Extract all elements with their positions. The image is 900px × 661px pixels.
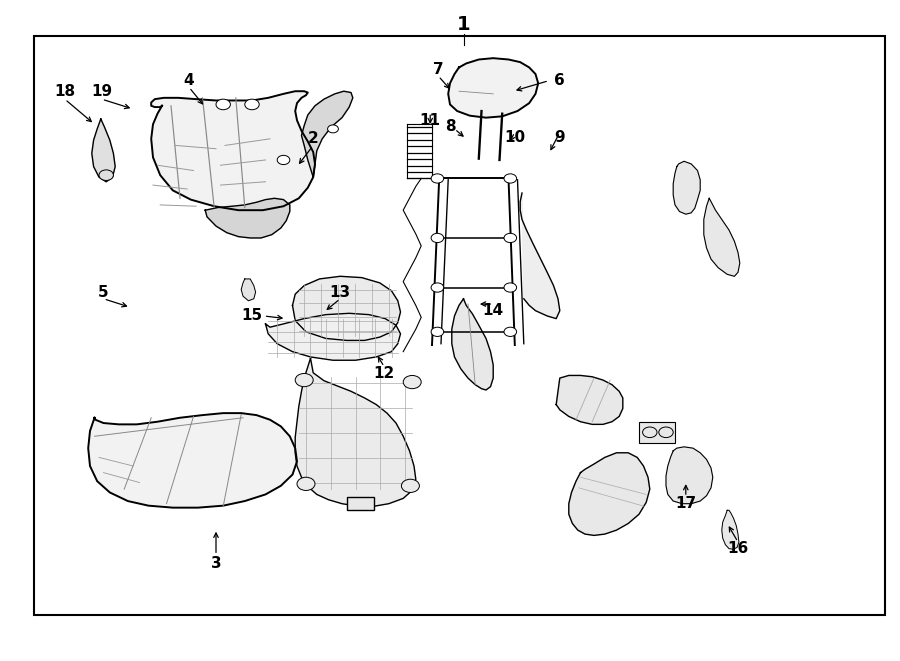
Text: 8: 8 (445, 120, 455, 134)
Polygon shape (704, 198, 740, 276)
Circle shape (431, 327, 444, 336)
Polygon shape (673, 161, 700, 214)
Polygon shape (292, 276, 400, 340)
Polygon shape (241, 279, 256, 301)
Polygon shape (302, 91, 353, 177)
Text: 19: 19 (91, 84, 112, 98)
Circle shape (99, 170, 113, 180)
Polygon shape (88, 413, 297, 508)
Circle shape (504, 174, 517, 183)
Text: 12: 12 (374, 366, 395, 381)
Text: 17: 17 (675, 496, 697, 511)
Bar (346, 497, 374, 510)
Bar (639, 422, 675, 443)
Circle shape (504, 283, 517, 292)
Circle shape (504, 327, 517, 336)
Text: 16: 16 (727, 541, 749, 556)
Text: 13: 13 (329, 285, 351, 299)
Text: 5: 5 (98, 285, 109, 299)
Bar (34, 36, 885, 615)
Circle shape (403, 375, 421, 389)
Circle shape (431, 174, 444, 183)
Polygon shape (556, 375, 623, 424)
Polygon shape (666, 447, 713, 504)
Text: 11: 11 (419, 113, 441, 128)
Circle shape (245, 99, 259, 110)
Circle shape (659, 427, 673, 438)
Text: 15: 15 (241, 309, 263, 323)
Polygon shape (205, 198, 290, 238)
Polygon shape (452, 299, 493, 390)
Circle shape (216, 99, 230, 110)
Text: 1: 1 (456, 15, 471, 34)
Text: 4: 4 (184, 73, 194, 88)
Polygon shape (92, 119, 115, 182)
Circle shape (401, 479, 419, 492)
Polygon shape (520, 193, 560, 319)
Circle shape (504, 233, 517, 243)
Text: 6: 6 (554, 73, 565, 88)
Text: 2: 2 (308, 132, 319, 146)
Polygon shape (569, 453, 650, 535)
Circle shape (297, 477, 315, 490)
Circle shape (277, 155, 290, 165)
Polygon shape (151, 91, 315, 210)
Polygon shape (722, 510, 739, 549)
Polygon shape (295, 358, 416, 506)
Text: 7: 7 (433, 62, 444, 77)
Circle shape (431, 233, 444, 243)
Text: 14: 14 (482, 303, 504, 318)
Text: 18: 18 (54, 84, 76, 98)
Circle shape (643, 427, 657, 438)
Text: 10: 10 (504, 130, 526, 145)
Polygon shape (266, 313, 400, 360)
Polygon shape (448, 58, 538, 118)
Circle shape (328, 125, 338, 133)
Circle shape (431, 283, 444, 292)
Text: 9: 9 (554, 130, 565, 145)
Circle shape (295, 373, 313, 387)
Text: 3: 3 (211, 556, 221, 570)
